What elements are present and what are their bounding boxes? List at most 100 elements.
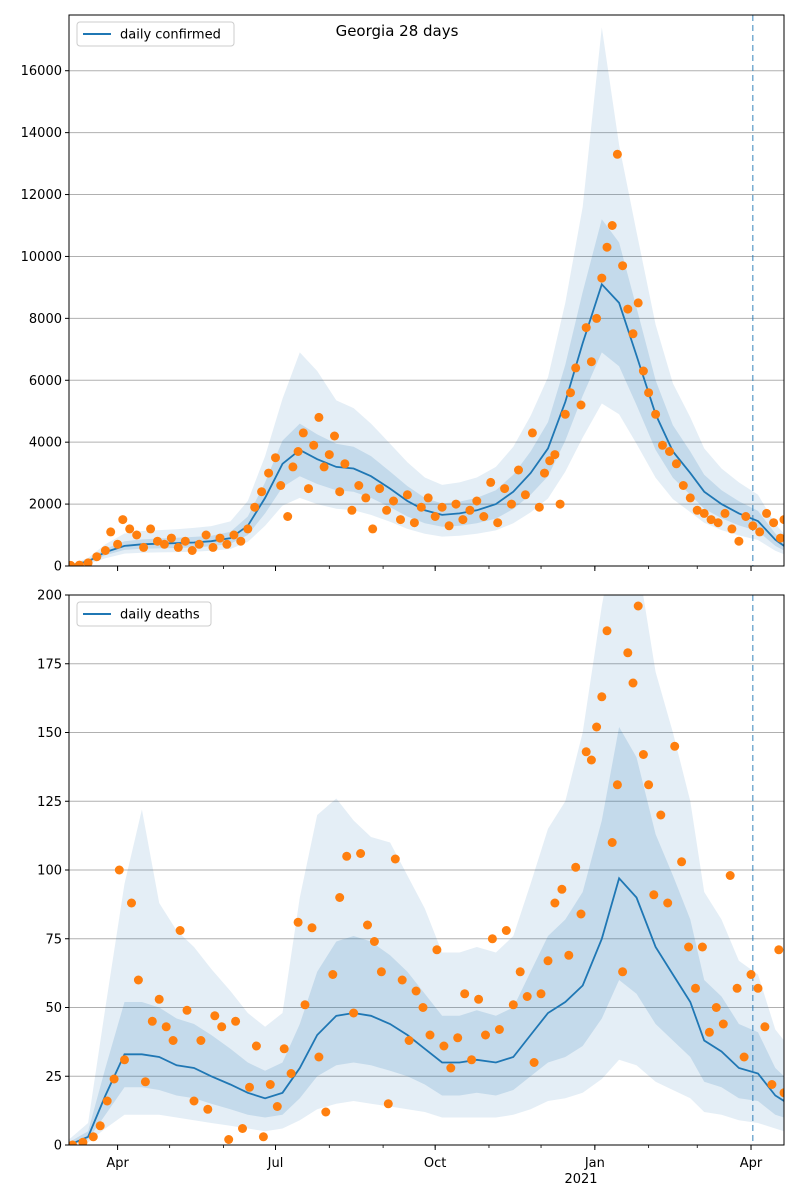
confirmed-observed-point <box>402 490 412 500</box>
deaths-observed-point <box>543 956 553 966</box>
deaths-observed-point <box>182 1005 192 1015</box>
confirmed-legend: daily confirmed <box>76 21 235 47</box>
confirmed-observed-point <box>74 560 84 566</box>
confirmed-observed-point <box>276 481 286 490</box>
confirmed-observed-point <box>486 477 496 487</box>
confirmed-observed-point <box>330 431 339 441</box>
confirmed-observed-point <box>665 447 674 456</box>
confirmed-observed-point <box>560 409 570 419</box>
deaths-observed-point <box>397 975 407 985</box>
deaths-observed-point <box>564 950 574 960</box>
deaths-observed-point <box>704 1027 714 1037</box>
deaths-y-tick-label: 100 <box>37 864 62 879</box>
deaths-observed-point <box>677 857 687 867</box>
deaths-observed-point <box>203 1104 213 1114</box>
confirmed-observed-point <box>194 539 204 549</box>
confirmed-observed-point <box>493 518 503 528</box>
confirmed-observed-point <box>423 493 433 503</box>
deaths-observed-point <box>656 810 666 820</box>
deaths-observed-point <box>612 780 622 790</box>
confirmed-observed-point <box>769 518 779 528</box>
confirmed-observed-point <box>734 536 744 546</box>
confirmed-observed-point <box>741 512 751 521</box>
deaths-observed-point <box>328 970 338 979</box>
chart-title: Georgia 28 days <box>336 22 459 40</box>
deaths-observed-point <box>78 1137 88 1145</box>
deaths-y-tick-label: 175 <box>37 657 62 672</box>
deaths-x-tick-label: Jan <box>584 1156 605 1171</box>
legend-box <box>76 21 235 47</box>
deaths-observed-point <box>633 601 643 611</box>
deaths-y-tick-label: 200 <box>37 589 62 604</box>
confirmed-observed-point <box>146 524 156 534</box>
deaths-observed-point <box>439 1041 449 1051</box>
confirmed-observed-point <box>628 329 638 339</box>
confirmed-observed-point <box>208 542 218 552</box>
confirmed-observed-point <box>479 512 489 521</box>
confirmed-observed-point <box>762 508 772 518</box>
deaths-observed-point <box>746 970 756 979</box>
confirmed-observed-point <box>361 493 371 503</box>
confirmed-observed-point <box>173 542 183 552</box>
confirmed-observed-point <box>113 539 123 549</box>
confirmed-observed-point <box>396 515 405 525</box>
deaths-observed-point <box>161 1022 171 1032</box>
confirmed-observed-point <box>409 518 419 528</box>
confirmed-observed-point <box>685 493 695 503</box>
deaths-y-tick-label: 75 <box>45 932 62 947</box>
deaths-observed-point <box>363 920 372 930</box>
confirmed-y-tick-label: 4000 <box>29 436 62 451</box>
confirmed-observed-point <box>309 440 319 450</box>
deaths-observed-point <box>571 862 581 872</box>
deaths-observed-point <box>231 1016 241 1026</box>
deaths-observed-point <box>376 967 386 977</box>
deaths-observed-point <box>224 1135 234 1144</box>
confirmed-plot-area <box>69 15 784 566</box>
confirmed-observed-point <box>776 533 784 543</box>
confirmed-observed-point <box>257 487 267 497</box>
confirmed-observed-point <box>100 546 110 555</box>
confirmed-observed-point <box>236 536 246 546</box>
deaths-observed-point <box>196 1036 206 1045</box>
deaths-observed-point <box>109 1074 119 1084</box>
deaths-observed-point <box>418 1003 428 1012</box>
confirmed-axes-border <box>68 14 785 567</box>
deaths-observed-point <box>467 1055 477 1065</box>
confirmed-observed-point <box>514 465 523 475</box>
deaths-observed-point <box>697 942 707 952</box>
confirmed-y-tick-label: 10000 <box>21 250 62 265</box>
deaths-observed-point <box>127 898 136 908</box>
deaths-observed-point <box>258 1132 268 1142</box>
confirmed-observed-point <box>132 530 142 540</box>
confirmed-y-tick-label: 16000 <box>21 64 62 79</box>
confirmed-observed-point <box>166 533 176 543</box>
confirmed-observed-point <box>201 530 211 540</box>
confirmed-observed-point <box>699 508 709 518</box>
legend-label: daily deaths <box>120 608 200 623</box>
deaths-x-tick-label: Jul <box>267 1156 284 1171</box>
deaths-observed-point <box>494 1025 504 1034</box>
deaths-observed-point <box>670 741 680 751</box>
confirmed-observed-point <box>592 313 602 323</box>
legend-box <box>76 601 212 627</box>
deaths-observed-point <box>487 934 497 944</box>
deaths-observed-point <box>628 678 638 688</box>
deaths-observed-point <box>307 923 317 933</box>
deaths-observed-point <box>732 983 742 993</box>
deaths-y-axis: 0 25 50 75 100 125 150 175 200 <box>37 589 69 1154</box>
deaths-observed-point <box>342 851 352 861</box>
deaths-observed-point <box>446 1063 456 1073</box>
deaths-observed-point <box>293 917 303 927</box>
confirmed-y-axis: 0 2000 4000 6000 8000 10000 12000 14000 16000 <box>21 64 69 575</box>
confirmed-observed-point <box>597 273 607 283</box>
confirmed-observed-point <box>713 518 723 528</box>
confirmed-observed-point <box>612 149 622 159</box>
deaths-x-tick-label: Apr <box>106 1156 129 1171</box>
deaths-observed-point <box>335 893 345 902</box>
confirmed-observed-point <box>118 515 128 525</box>
confirmed-band-outer <box>69 27 784 566</box>
deaths-chart-panel: 0 25 50 75 100 125 150 175 200 Apr Jul Oct Jan Apr d… <box>37 589 785 1187</box>
confirmed-observed-point <box>586 357 596 367</box>
deaths-observed-point <box>279 1044 289 1054</box>
confirmed-observed-point <box>472 496 482 506</box>
